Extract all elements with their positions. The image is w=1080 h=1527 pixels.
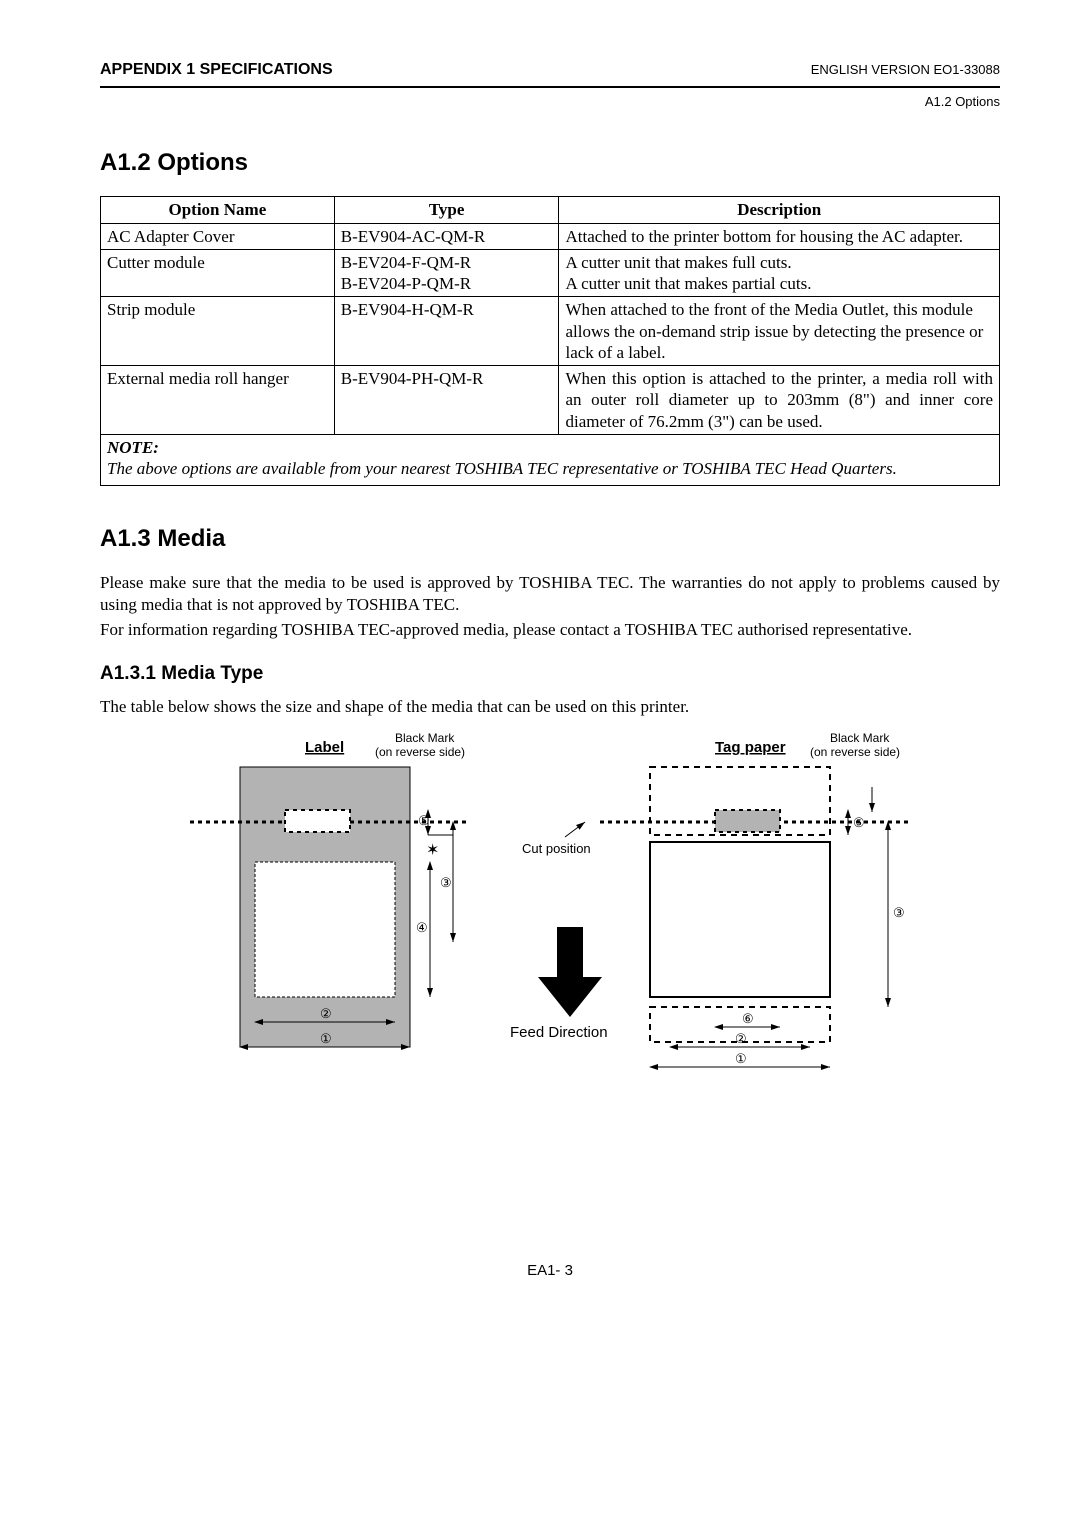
circled-3-right: ③: [893, 905, 905, 920]
cell-type: B-EV904-AC-QM-R: [334, 223, 559, 249]
cell-desc: When attached to the front of the Media …: [559, 297, 1000, 366]
circled-5-left: ⑤: [418, 813, 430, 828]
circled-6: ⑥: [742, 1011, 754, 1026]
section-options-title: A1.2 Options: [100, 148, 1000, 178]
col-type: Type: [334, 197, 559, 223]
circled-3-left: ③: [440, 875, 452, 890]
label-title-text: Label: [305, 739, 344, 756]
header-right: ENGLISH VERSION EO1-33088: [811, 62, 1000, 78]
cell-name: Cutter module: [101, 249, 335, 297]
reverse-text-right: (on reverse side): [810, 745, 900, 759]
table-row: AC Adapter Cover B-EV904-AC-QM-R Attache…: [101, 223, 1000, 249]
table-row: Cutter module B-EV204-F-QM-R B-EV204-P-Q…: [101, 249, 1000, 297]
header-rule: [100, 86, 1000, 88]
circled-2-left: ②: [320, 1006, 332, 1021]
media-para2: For information regarding TOSHIBA TEC-ap…: [100, 619, 1000, 640]
cell-type: B-EV904-PH-QM-R: [334, 366, 559, 435]
cell-name: External media roll hanger: [101, 366, 335, 435]
cell-desc: When this option is attached to the prin…: [559, 366, 1000, 435]
circled-4-left: ④: [416, 920, 428, 935]
media-diagram: Label Black Mark (on reverse side) ⑤ ③ ④…: [100, 727, 1000, 1092]
circled-5-right: ⑤: [853, 815, 865, 830]
media-diagram-svg: Label Black Mark (on reverse side) ⑤ ③ ④…: [170, 727, 930, 1087]
cell-type: B-EV904-H-QM-R: [334, 297, 559, 366]
header-subright: A1.2 Options: [100, 94, 1000, 110]
section-media-title: A1.3 Media: [100, 524, 1000, 554]
tag-main-rect: [650, 842, 830, 997]
note-title: NOTE:: [107, 438, 159, 457]
cut-position-text: Cut position: [522, 841, 591, 856]
header-left: APPENDIX 1 SPECIFICATIONS: [100, 60, 333, 80]
cut-pointer: [565, 822, 585, 837]
cell-name: AC Adapter Cover: [101, 223, 335, 249]
black-mark-rect-left: [285, 810, 350, 832]
cell-type: B-EV204-F-QM-R B-EV204-P-QM-R: [334, 249, 559, 297]
circled-2-right: ②: [735, 1031, 747, 1046]
cell-desc: Attached to the printer bottom for housi…: [559, 223, 1000, 249]
media-type-title: A1.3.1 Media Type: [100, 662, 1000, 686]
black-mark-rect-right: [715, 810, 780, 832]
label-inner-rect: [255, 862, 395, 997]
note-box: NOTE: The above options are available fr…: [100, 435, 1000, 487]
reverse-text-left: (on reverse side): [375, 745, 465, 759]
star-icon: ✶: [426, 842, 439, 859]
feed-arrow-icon: [538, 927, 602, 1017]
table-row: External media roll hanger B-EV904-PH-QM…: [101, 366, 1000, 435]
page-header: APPENDIX 1 SPECIFICATIONS ENGLISH VERSIO…: [100, 60, 1000, 80]
tag-title-text: Tag paper: [715, 739, 786, 756]
table-row: Strip module B-EV904-H-QM-R When attache…: [101, 297, 1000, 366]
cell-name: Strip module: [101, 297, 335, 366]
media-para1: Please make sure that the media to be us…: [100, 572, 1000, 615]
options-header-row: Option Name Type Description: [101, 197, 1000, 223]
circled-1-left: ①: [320, 1031, 332, 1046]
black-mark-text-left: Black Mark: [395, 731, 455, 745]
cell-desc: A cutter unit that makes full cuts. A cu…: [559, 249, 1000, 297]
note-body: The above options are available from you…: [107, 459, 897, 478]
options-body: AC Adapter Cover B-EV904-AC-QM-R Attache…: [101, 223, 1000, 434]
options-table: Option Name Type Description AC Adapter …: [100, 196, 1000, 435]
page-footer: EA1- 3: [100, 1262, 1000, 1281]
black-mark-text-right: Black Mark: [830, 731, 890, 745]
media-type-para: The table below shows the size and shape…: [100, 696, 1000, 717]
col-description: Description: [559, 197, 1000, 223]
col-option-name: Option Name: [101, 197, 335, 223]
circled-1-right: ①: [735, 1051, 747, 1066]
feed-direction-text: Feed Direction: [510, 1024, 608, 1041]
